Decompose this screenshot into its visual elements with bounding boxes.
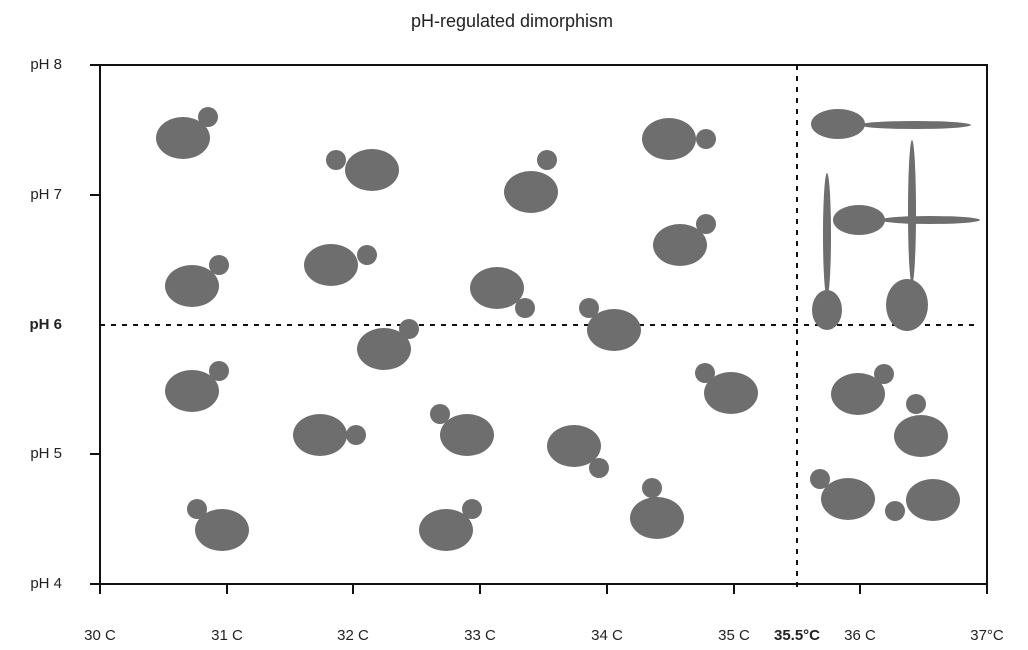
y-tick-label: pH 8 [30, 56, 62, 73]
yeast-bud [874, 364, 894, 384]
hyphal-cell [812, 290, 842, 330]
yeast-cell [345, 149, 399, 191]
yeast-cell [630, 497, 684, 539]
yeast-cell [440, 414, 494, 456]
yeast-cell [894, 415, 948, 457]
yeast-bud [209, 255, 229, 275]
yeast-cell [704, 372, 758, 414]
yeast-bud [430, 404, 450, 424]
yeast-bud [515, 298, 535, 318]
yeast-bud [906, 394, 926, 414]
yeast-cell [165, 370, 219, 412]
yeast-cell [547, 425, 601, 467]
yeast-cell [304, 244, 358, 286]
yeast-cell [293, 414, 347, 456]
yeast-bud [209, 361, 229, 381]
yeast-cell [906, 479, 960, 521]
yeast-cell [653, 224, 707, 266]
x-tick-label: 35 C [718, 627, 750, 644]
x-tick-label: 32 C [337, 627, 369, 644]
hyphal-cell [886, 279, 928, 331]
hypha [859, 121, 971, 129]
yeast-bud [198, 107, 218, 127]
yeast-cell [587, 309, 641, 351]
yeast-cell [156, 117, 210, 159]
hyphal-cell [833, 205, 885, 235]
yeast-bud [810, 469, 830, 489]
hypha [908, 140, 916, 284]
yeast-cell [831, 373, 885, 415]
yeast-cell [357, 328, 411, 370]
yeast-bud [695, 363, 715, 383]
yeast-bud [589, 458, 609, 478]
x-tick-label: 34 C [591, 627, 623, 644]
y-tick-label: pH 7 [30, 186, 62, 203]
yeast-bud [885, 501, 905, 521]
yeast-bud [399, 319, 419, 339]
hypha [823, 173, 831, 297]
x-tick-label: 31 C [211, 627, 243, 644]
axes: 30 C 31 C 32 C 33 C 34 C 35 C 35.5°C 36 C 37°C pH… [29, 56, 1003, 644]
y-tick-label: pH 4 [30, 575, 62, 592]
yeast-bud [346, 425, 366, 445]
y-tick-label: pH 6 [29, 316, 62, 333]
hypha [880, 216, 980, 224]
yeast-bud [642, 478, 662, 498]
yeast-bud [696, 129, 716, 149]
yeast-cell [419, 509, 473, 551]
x-tick-label: 35.5°C [774, 627, 820, 644]
x-tick-label: 37°C [970, 627, 1004, 644]
x-tick-label: 33 C [464, 627, 496, 644]
figure-title: pH-regulated dimorphism [411, 11, 613, 31]
yeast-cell [504, 171, 558, 213]
yeast-bud [357, 245, 377, 265]
hyphal-cell [811, 109, 865, 139]
yeast-cell [470, 267, 524, 309]
yeast-cell [642, 118, 696, 160]
x-tick-label: 30 C [84, 627, 116, 644]
yeast-bud [579, 298, 599, 318]
yeast-bud [326, 150, 346, 170]
yeast-bud [187, 499, 207, 519]
yeast-bud [537, 150, 557, 170]
yeast-bud [462, 499, 482, 519]
yeast-bud [696, 214, 716, 234]
yeast-cell [165, 265, 219, 307]
x-tick-label: 36 C [844, 627, 876, 644]
yeast-cell [195, 509, 249, 551]
cells [156, 107, 980, 551]
y-tick-label: pH 5 [30, 445, 62, 462]
yeast-cell [821, 478, 875, 520]
